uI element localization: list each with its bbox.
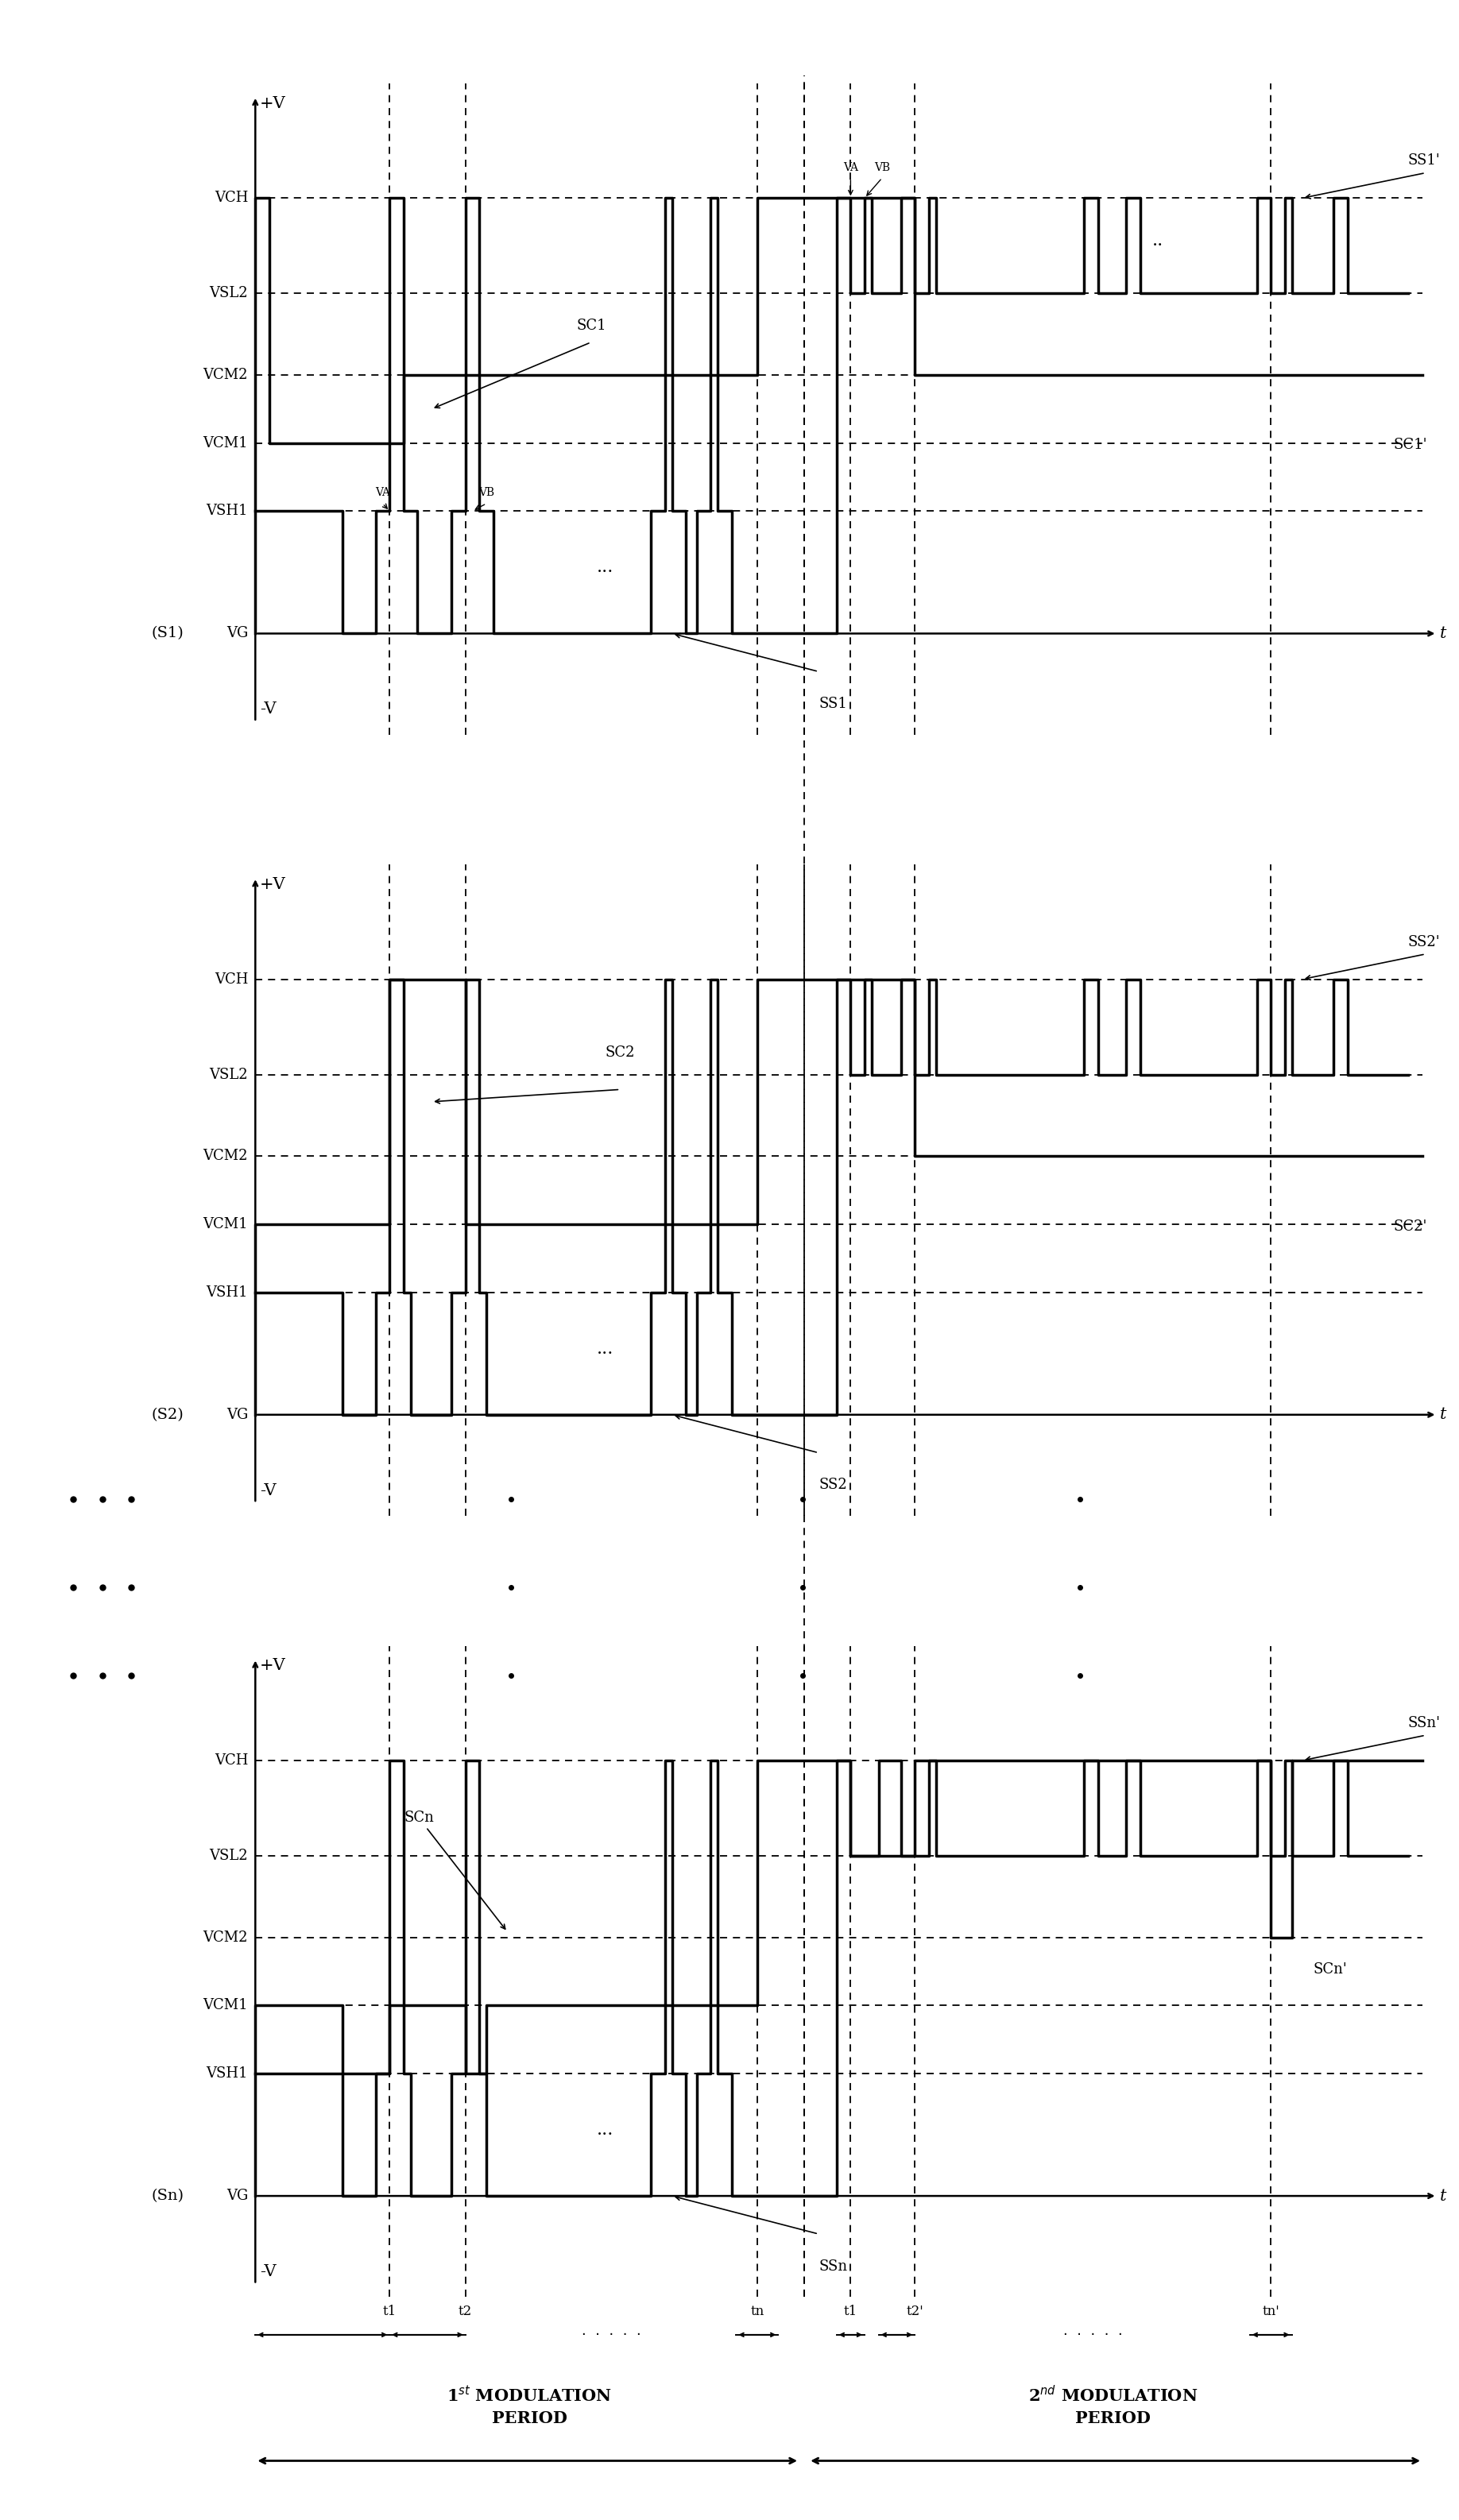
Text: (S1): (S1)	[152, 627, 184, 640]
Text: VSH1: VSH1	[206, 2066, 248, 2082]
Text: -V: -V	[260, 703, 276, 718]
Text: SCn: SCn	[404, 1809, 435, 1824]
Text: +V: +V	[260, 877, 286, 892]
Text: SS1: SS1	[818, 698, 848, 711]
Text: ···: ···	[597, 564, 614, 582]
Text: VCH: VCH	[214, 1754, 248, 1767]
Text: ·  ·  ·  ·  ·: · · · · ·	[1064, 2328, 1122, 2341]
Text: -V: -V	[260, 2265, 276, 2278]
Text: tn': tn'	[1262, 2303, 1280, 2318]
Text: SSn: SSn	[818, 2258, 848, 2273]
Text: ···: ···	[597, 1346, 614, 1363]
Text: VB: VB	[874, 161, 890, 174]
Text: SSn': SSn'	[1408, 1716, 1440, 1731]
Text: SC2: SC2	[605, 1046, 635, 1061]
Text: VCM2: VCM2	[203, 1930, 248, 1945]
Text: tn: tn	[750, 2303, 765, 2318]
Text: VCH: VCH	[214, 973, 248, 985]
Text: VCM2: VCM2	[203, 368, 248, 383]
Text: +V: +V	[260, 96, 286, 111]
Text: t2: t2	[458, 2303, 473, 2318]
Text: SC2': SC2'	[1393, 1220, 1427, 1232]
Text: SCn': SCn'	[1313, 1963, 1347, 1976]
Text: SC1': SC1'	[1393, 438, 1427, 451]
Text: SC1: SC1	[576, 320, 605, 333]
Text: t1: t1	[382, 2303, 397, 2318]
Text: VG: VG	[226, 2190, 248, 2202]
Text: ··: ··	[1153, 237, 1163, 255]
Text: t: t	[1440, 625, 1447, 640]
Text: VSL2: VSL2	[210, 1068, 248, 1081]
Text: t1: t1	[843, 2303, 858, 2318]
Text: ···: ···	[597, 2127, 614, 2145]
Text: VCM1: VCM1	[203, 1998, 248, 2013]
Text: (S2): (S2)	[152, 1409, 184, 1421]
Text: VSL2: VSL2	[210, 1850, 248, 1862]
Text: VCH: VCH	[214, 192, 248, 204]
Text: VG: VG	[226, 627, 248, 640]
Text: VSL2: VSL2	[210, 287, 248, 300]
Text: SS2': SS2'	[1408, 935, 1440, 950]
Text: 2$^{nd}$ MODULATION
PERIOD: 2$^{nd}$ MODULATION PERIOD	[1029, 2384, 1198, 2427]
Text: VSH1: VSH1	[206, 1285, 248, 1300]
Text: VB: VB	[479, 486, 495, 499]
Text: SS2: SS2	[818, 1477, 848, 1492]
Text: t: t	[1440, 1406, 1447, 1421]
Text: VG: VG	[226, 1409, 248, 1421]
Text: VCM2: VCM2	[203, 1149, 248, 1164]
Text: 1$^{st}$ MODULATION
PERIOD: 1$^{st}$ MODULATION PERIOD	[446, 2384, 613, 2427]
Text: (Sn): (Sn)	[152, 2190, 184, 2202]
Text: VA: VA	[375, 486, 390, 499]
Text: VCM1: VCM1	[203, 436, 248, 451]
Text: -V: -V	[260, 1484, 276, 1497]
Text: SS1': SS1'	[1408, 154, 1440, 169]
Text: t: t	[1440, 2187, 1447, 2202]
Text: +V: +V	[260, 1658, 286, 1673]
Text: t2': t2'	[906, 2303, 924, 2318]
Text: VCM1: VCM1	[203, 1217, 248, 1232]
Text: VA: VA	[843, 161, 858, 174]
Text: ·  ·  ·  ·  ·: · · · · ·	[582, 2328, 641, 2341]
Text: VSH1: VSH1	[206, 504, 248, 519]
